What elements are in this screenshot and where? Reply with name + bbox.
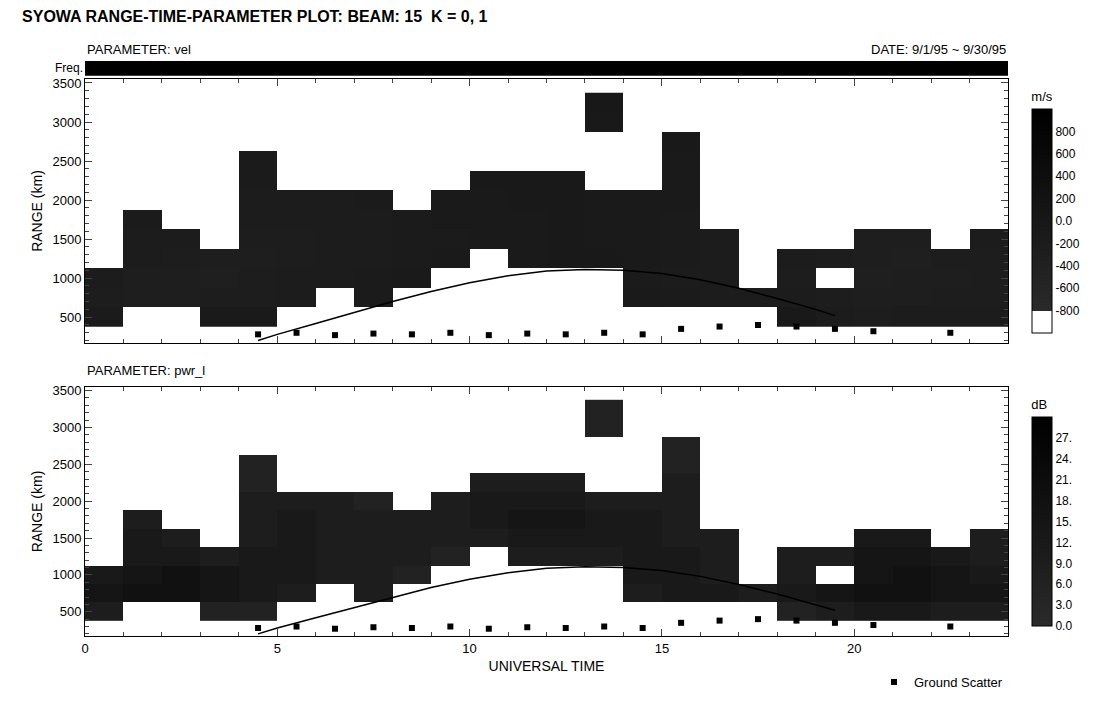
svg-text:3.0: 3.0 <box>1055 598 1072 612</box>
svg-text:18.: 18. <box>1055 494 1072 508</box>
svg-text:DATE: 9/1/95 ~ 9/30/95: DATE: 9/1/95 ~ 9/30/95 <box>871 42 1006 57</box>
svg-text:RANGE (km): RANGE (km) <box>29 471 45 553</box>
svg-text:6.0: 6.0 <box>1055 577 1072 591</box>
svg-text:2000: 2000 <box>52 494 81 509</box>
svg-text:PARAMETER: vel: PARAMETER: vel <box>87 42 191 57</box>
svg-text:5: 5 <box>274 641 281 656</box>
svg-text:3000: 3000 <box>52 115 81 130</box>
svg-text:27.: 27. <box>1055 431 1072 445</box>
svg-text:21.: 21. <box>1055 473 1072 487</box>
svg-text:9.0: 9.0 <box>1055 557 1072 571</box>
svg-text:0.0: 0.0 <box>1055 619 1072 633</box>
svg-text:1000: 1000 <box>52 271 81 286</box>
svg-text:dB: dB <box>1031 397 1047 412</box>
svg-text:800: 800 <box>1055 125 1075 139</box>
svg-text:15.: 15. <box>1055 515 1072 529</box>
svg-text:UNIVERSAL TIME: UNIVERSAL TIME <box>489 658 605 674</box>
svg-text:500: 500 <box>60 310 82 325</box>
svg-text:600: 600 <box>1055 147 1075 161</box>
svg-text:m/s: m/s <box>1031 89 1052 104</box>
svg-text:3000: 3000 <box>52 420 81 435</box>
svg-text:2500: 2500 <box>52 154 81 169</box>
svg-text:Freq.: Freq. <box>55 61 83 75</box>
svg-text:SYOWA RANGE-TIME-PARAMETER PLO: SYOWA RANGE-TIME-PARAMETER PLOT: BEAM: 1… <box>22 8 487 25</box>
svg-text:15: 15 <box>655 641 669 656</box>
svg-text:PARAMETER: pwr_l: PARAMETER: pwr_l <box>87 363 205 378</box>
svg-text:-600: -600 <box>1055 281 1079 295</box>
svg-text:2000: 2000 <box>52 193 81 208</box>
svg-text:400: 400 <box>1055 169 1075 183</box>
svg-text:2500: 2500 <box>52 457 81 472</box>
svg-text:12.: 12. <box>1055 536 1072 550</box>
svg-text:20: 20 <box>847 641 861 656</box>
svg-text:Ground Scatter: Ground Scatter <box>914 675 1003 690</box>
svg-text:24.: 24. <box>1055 452 1072 466</box>
svg-text:1000: 1000 <box>52 567 81 582</box>
svg-text:0: 0 <box>81 641 88 656</box>
svg-text:200: 200 <box>1055 192 1075 206</box>
svg-text:0.0: 0.0 <box>1055 214 1072 228</box>
svg-text:1500: 1500 <box>52 232 81 247</box>
svg-text:RANGE (km): RANGE (km) <box>29 170 45 252</box>
svg-text:3500: 3500 <box>52 76 81 91</box>
svg-text:-800: -800 <box>1055 304 1079 318</box>
svg-text:3500: 3500 <box>52 383 81 398</box>
svg-text:-200: -200 <box>1055 237 1079 251</box>
svg-text:-400: -400 <box>1055 259 1079 273</box>
svg-text:500: 500 <box>60 604 82 619</box>
svg-text:1500: 1500 <box>52 531 81 546</box>
svg-text:10: 10 <box>462 641 476 656</box>
